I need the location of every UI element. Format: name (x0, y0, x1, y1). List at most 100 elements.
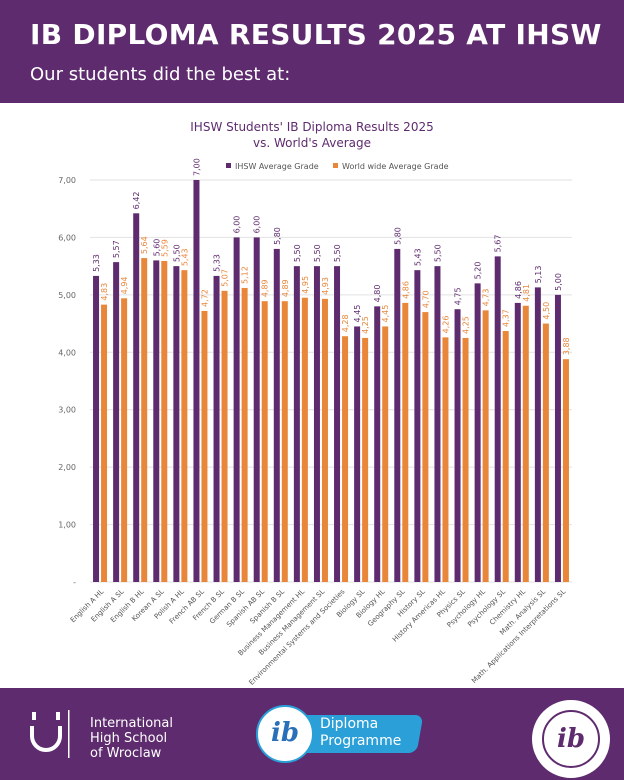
data-label: 5,00 (554, 273, 563, 291)
bar-world (321, 298, 328, 582)
bar-world (542, 323, 549, 582)
data-label: 3,88 (562, 337, 571, 355)
data-label: 5,57 (112, 240, 121, 258)
bar-world (121, 298, 128, 582)
bar-world (462, 337, 469, 582)
data-label: 4,89 (281, 279, 290, 297)
data-label: 5,50 (333, 244, 342, 262)
y-tick-label: 1,00 (58, 521, 76, 530)
bar-world (241, 287, 248, 582)
x-tick-label: Math. Applications Interpretations SL (470, 588, 567, 685)
bar-world (562, 359, 569, 582)
bar-world (442, 337, 449, 582)
bar-world (522, 305, 529, 582)
bar-world (181, 270, 188, 582)
bar-ihsw (334, 266, 341, 582)
bar-world (141, 258, 148, 582)
data-label: 4,93 (321, 277, 330, 295)
data-label: 4,37 (502, 309, 511, 327)
data-label: 4,45 (353, 305, 362, 323)
y-tick-label: 7,00 (58, 176, 76, 185)
bar-world (402, 302, 409, 582)
y-tick-label: 3,00 (58, 406, 76, 415)
data-label: 5,80 (393, 227, 402, 245)
bar-ihsw (213, 275, 220, 582)
school-line: High School (90, 731, 168, 746)
bar-ihsw (313, 266, 320, 582)
data-label: 4,72 (200, 289, 209, 307)
bar-ihsw (153, 260, 160, 582)
bar-ihsw (354, 326, 361, 582)
ib-diploma-badge: ib Diploma Programme (256, 705, 424, 763)
data-label: 5,20 (474, 262, 483, 280)
school-logo-icon (30, 710, 70, 758)
y-tick-label: 5,00 (58, 291, 76, 300)
data-label: 6,00 (233, 216, 242, 234)
bar-world (362, 337, 369, 582)
bar-ihsw (273, 248, 280, 582)
legend-label: World wide Average Grade (342, 162, 449, 171)
data-label: 6,00 (253, 216, 262, 234)
data-label: 5,13 (534, 266, 543, 284)
bar-ihsw (534, 287, 541, 582)
bar-ihsw (374, 306, 381, 582)
school-name: International High School of Wroclaw (90, 716, 173, 761)
bar-ihsw (554, 294, 561, 582)
bar-ihsw (434, 266, 441, 582)
page-title: IB DIPLOMA RESULTS 2025 AT IHSW (30, 18, 602, 51)
bar-ihsw (514, 302, 521, 582)
ib-badge-line: Diploma (320, 716, 379, 732)
bar-world (261, 301, 268, 582)
data-label: 5,50 (172, 244, 181, 262)
y-tick-label: 2,00 (58, 463, 76, 472)
data-label: 5,80 (273, 227, 282, 245)
ib-badge-line: Programme (320, 733, 402, 749)
data-label: 4,50 (542, 302, 551, 320)
bar-ihsw (454, 309, 461, 582)
data-label: 5,50 (313, 244, 322, 262)
y-tick-label: - (73, 578, 76, 587)
data-label: 4,73 (482, 289, 491, 307)
data-label: 5,33 (213, 254, 222, 272)
data-label: 6,42 (132, 191, 141, 209)
bar-world (382, 326, 389, 582)
header: IB DIPLOMA RESULTS 2025 AT IHSW Our stud… (0, 0, 624, 103)
page-subtitle: Our students did the best at: (30, 64, 291, 85)
bar-ihsw (193, 180, 200, 582)
data-label: 5,43 (180, 248, 189, 266)
data-label: 5,33 (92, 254, 101, 272)
bar-ihsw (494, 256, 501, 582)
bar-ihsw (233, 237, 240, 582)
data-label: 4,70 (421, 290, 430, 308)
data-label: 5,07 (221, 269, 230, 287)
bar-ihsw (173, 266, 180, 582)
data-label: 4,80 (373, 285, 382, 303)
bar-world (482, 310, 489, 582)
data-label: 5,64 (140, 236, 149, 254)
data-label: 4,81 (522, 284, 531, 302)
data-label: 4,25 (462, 316, 471, 334)
school-line: of Wroclaw (90, 746, 162, 761)
y-tick-label: 4,00 (58, 348, 76, 357)
data-label: 5,59 (160, 239, 169, 257)
bar-world (301, 297, 308, 582)
data-label: 4,95 (301, 276, 310, 294)
data-label: 4,89 (261, 279, 270, 297)
bar-world (281, 301, 288, 582)
bar-ihsw (93, 275, 100, 582)
data-label: 5,43 (413, 248, 422, 266)
bar-ihsw (414, 270, 421, 582)
bar-ihsw (253, 237, 260, 582)
data-label: 4,26 (441, 316, 450, 334)
legend-label: IHSW Average Grade (235, 162, 319, 171)
data-label: 4,45 (381, 305, 390, 323)
data-label: 4,83 (100, 283, 109, 301)
bar-ihsw (133, 213, 140, 582)
bar-ihsw (113, 262, 120, 582)
data-label: 4,86 (514, 281, 523, 299)
chart-title: IHSW Students' IB Diploma Results 2025 (190, 120, 433, 134)
bar-ihsw (293, 266, 300, 582)
data-label: 5,50 (433, 244, 442, 262)
data-label: 5,60 (152, 239, 161, 257)
data-label: 4,75 (454, 287, 463, 305)
